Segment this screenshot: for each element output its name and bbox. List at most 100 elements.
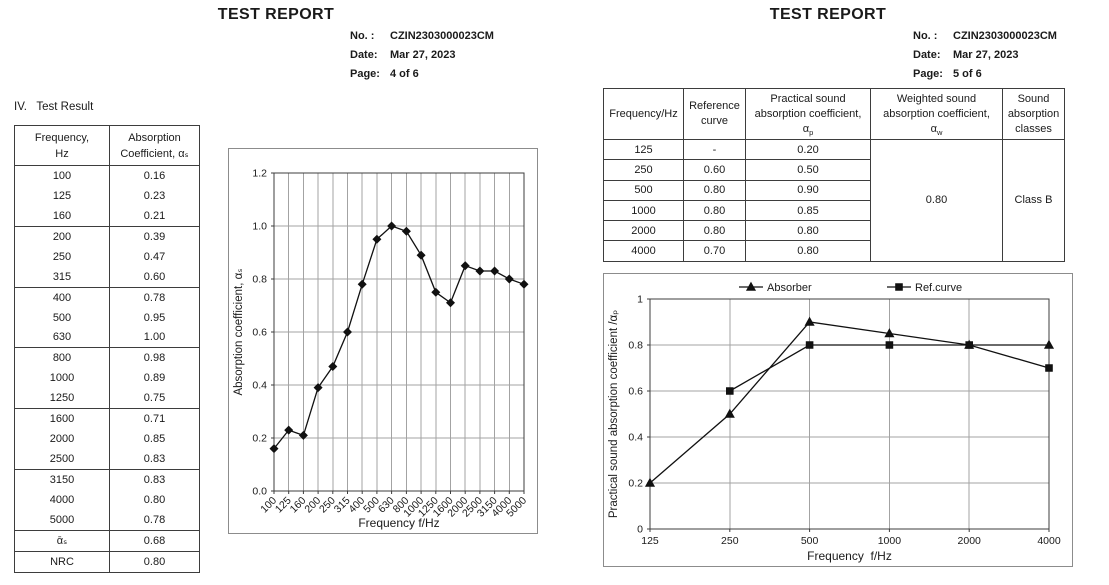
frequency-cell: 400 [14,286,110,308]
practical-chart-svg: 0 0.2 0.4 0.6 0.8 1 125 250 500 1000 2000 4000 Frequ… [608,281,1061,563]
legend-label: Absorber [767,282,812,294]
coefficient-cell: 0.47 [109,246,200,267]
series-line-Absorber [649,321,1049,484]
report-number: CZIN2303000023CM [390,30,494,42]
page-label: Page: [913,68,943,80]
page4-title: TEST REPORT [217,6,335,23]
coefficient-cell: 0.95 [109,307,200,328]
y-tick-label: 0.8 [252,274,267,286]
reference-line2: curve [701,115,728,127]
diamond-marker [445,298,456,308]
practical-chart-frame: 0 0.2 0.4 0.6 0.8 1 125 250 500 1000 2000 4000 Frequ… [603,273,1073,567]
frequency-hz-label: Frequency/Hz [609,107,678,120]
coefficient-cell: 0.16 [109,165,200,186]
diamond-marker [284,425,294,435]
coefficient-cell: 0.71 [109,408,200,430]
frequency-cell: 315 [14,266,110,288]
frequency-cell: 5000 [14,509,110,531]
col-header-frequency-hz: Frequency/Hz [603,88,684,140]
diamond-marker [328,361,338,372]
practical-table-row: 250 0.60 0.50 [603,159,1065,181]
practical-coefficient-cell: 0.20 [745,138,871,161]
practical-coefficient-cell: 0.90 [745,179,871,201]
frequency-cell: 500 [14,307,110,328]
square-marker [726,387,734,395]
diamond-marker [431,287,441,297]
legend-label: Ref.curve [915,282,962,294]
coefficient-cell: 0.85 [109,429,200,450]
square-marker [965,341,973,349]
diamond-marker [401,226,411,236]
frequency-cell: 4000 [14,490,110,510]
y-axis-title: Practical sound absorption coefficient /… [608,310,620,518]
absorption-table-row: 3150 0.83 [14,469,200,490]
reference-curve-cell: - [683,138,746,161]
triangle-marker [1043,339,1055,349]
reference-curve-cell: 0.80 [683,179,746,201]
absorption-table-row: 400 0.78 [14,286,200,308]
reference-curve-cell: 0.70 [683,240,746,262]
frequency-cell: 250 [603,159,684,181]
practical-table-row: 2000 0.80 0.80 [603,220,1065,242]
frequency-cell: 2000 [14,429,110,450]
absorption-table-row: 2000 0.85 [14,429,200,450]
x-tick-label: 4000 [1037,535,1061,547]
frequency-cell: 200 [14,225,110,247]
reference-curve-cell: 0.80 [683,220,746,242]
reference-curve-cell: 0.60 [683,159,746,181]
section-heading-test-result: IV. Test Result [14,101,94,113]
col-header-frequency: Frequency, Hz [14,125,110,166]
legend-triangle-marker [745,281,757,291]
diamond-marker [342,327,353,337]
triangle-marker [644,477,656,487]
absorption-table-row: 1250 0.75 [14,388,200,409]
frequency-cell: 160 [14,205,110,227]
classes-line2: absorption [1007,107,1060,120]
y-tick-label: 0.2 [628,478,643,490]
square-marker [805,341,814,349]
col-header-frequency-line2: Hz [55,147,69,160]
coefficient-cell: 0.75 [109,388,200,409]
absorption-table-row: 1000 0.89 [14,368,200,389]
x-axis-title: Frequency f/Hz [807,549,892,563]
frequency-cell: NRC [14,550,110,573]
triangle-marker [804,316,815,326]
reference-line1: Reference [689,100,740,112]
page4-info-date: Date: Mar 27, 2023 [350,46,494,65]
coefficient-cell: 0.98 [109,347,200,369]
y-axis-title: Absorption coefficient, αₛ [233,268,245,395]
frequency-cell: 250 [14,246,110,267]
frequency-cell: 1600 [14,408,110,430]
page-label: Page: [350,68,380,80]
diamond-marker [475,266,485,276]
diamond-marker [519,279,529,289]
coefficient-cell: 0.80 [109,550,200,573]
series-line-Absorption coefficient [273,225,525,450]
page-number: 5 of 6 [953,68,982,80]
x-tick-label: 2000 [958,535,982,547]
frequency-cell: 4000 [603,240,684,262]
absorption-chart-frame: 0.0 0.2 0.4 0.6 0.8 1.0 1.2 100 125 160 200 250 315 4… [228,148,538,534]
coefficient-cell: 0.83 [109,469,200,490]
absorption-table-row: 125 0.23 [14,185,200,206]
col-header-reference-curve: Reference curve [683,88,746,140]
coefficient-cell: 0.60 [109,266,200,288]
x-axis-title: Frequency f/Hz [358,516,439,530]
y-tick-label: 0.6 [628,386,643,398]
page5-title: TEST REPORT [769,6,887,23]
page4-info-page: Page: 4 of 6 [350,65,494,84]
frequency-cell: 125 [603,138,684,161]
absorption-table-row: 100 0.16 [14,165,200,186]
page4-info-no: No. : CZIN2303000023CM [350,27,494,46]
coefficient-cell: 0.21 [109,205,200,227]
frequency-cell: 630 [14,327,110,348]
frequency-cell: 3150 [14,469,110,490]
page4-info-block: No. : CZIN2303000023CM Date: Mar 27, 202… [350,27,494,84]
absorption-table-row: 500 0.95 [14,307,200,328]
frequency-cell: 2500 [14,449,110,470]
practical-coefficient-cell: 0.50 [745,159,871,181]
y-tick-label: 1 [637,294,643,306]
plot-border [649,298,1050,530]
diamond-marker [490,266,500,276]
